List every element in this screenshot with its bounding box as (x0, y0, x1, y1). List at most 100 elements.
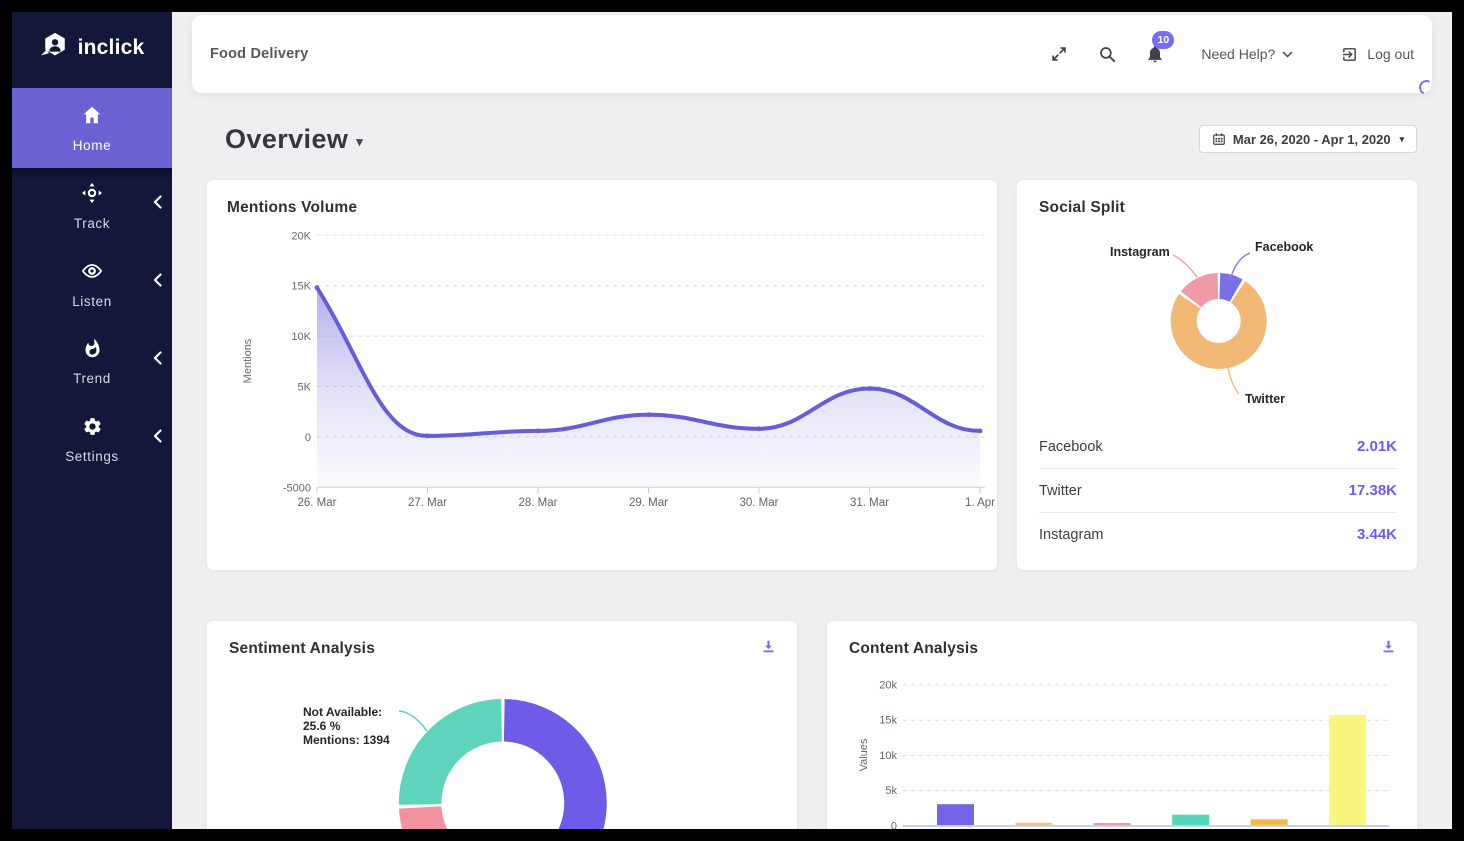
brand: inclick (12, 12, 172, 84)
sentiment-annotation: Not Available: 25.6 % Mentions: 1394 (303, 705, 390, 747)
list-item: Twitter 17.38K (1039, 468, 1397, 512)
date-range-value: Mar 26, 2020 - Apr 1, 2020 (1232, 131, 1391, 147)
mentions-area (317, 287, 980, 488)
home-icon (81, 104, 103, 131)
facebook-leader-line (1230, 252, 1251, 278)
social-split-chart: Facebook Instagram Twitter (1110, 240, 1313, 406)
sidebar-item-settings[interactable]: Settings (12, 402, 172, 480)
content-chart: 20k 15k 10k 5k 0 Values (858, 680, 1389, 830)
download-icon[interactable] (760, 638, 777, 660)
svg-text:Facebook: Facebook (1255, 240, 1313, 254)
date-range-picker[interactable]: Mar 26, 2020 - Apr 1, 2020 ▾ (1199, 125, 1417, 153)
sidebar-item-label: Track (73, 216, 111, 231)
svg-text:20k: 20k (879, 680, 897, 692)
project-name: Food Delivery (210, 46, 309, 62)
content-bars (937, 714, 1366, 826)
main-content: Food Delivery 10 (172, 12, 1452, 829)
card-title: Content Analysis (849, 640, 979, 657)
chevron-left-icon[interactable] (153, 429, 162, 448)
card-title: Sentiment Analysis (229, 640, 376, 657)
logout-icon (1343, 47, 1357, 61)
brand-name: inclick (77, 36, 145, 59)
network-label: Facebook (1039, 438, 1103, 455)
search-icon[interactable] (1098, 45, 1117, 64)
svg-text:0: 0 (891, 821, 897, 830)
caret-down-icon: ▾ (356, 134, 364, 149)
list-item: Facebook 2.01K (1039, 425, 1397, 468)
sentiment-analysis-card: Sentiment Analysis Not Available: 25.6 %… (207, 621, 797, 829)
page-title: Overview (225, 124, 349, 154)
network-value: 2.01K (1356, 438, 1397, 455)
card-title: Social Split (1039, 199, 1125, 216)
listen-icon (80, 260, 104, 287)
svg-text:29. Mar: 29. Mar (629, 497, 668, 509)
instagram-leader-line (1172, 254, 1198, 278)
svg-text:28. Mar: 28. Mar (519, 497, 558, 509)
sidebar-item-label: Listen (72, 294, 112, 309)
sidebar-item-trend[interactable]: Trend (12, 324, 172, 402)
y-axis-label: Mentions (242, 338, 254, 383)
download-icon[interactable] (1380, 638, 1397, 660)
card-title: Mentions Volume (227, 199, 358, 216)
social-segments (1170, 273, 1267, 369)
social-split-list: Facebook 2.01K Twitter 17.38K Instagram … (1039, 425, 1397, 556)
bell-icon (1145, 44, 1165, 64)
svg-text:Instagram: Instagram (1110, 245, 1170, 259)
network-value: 3.44K (1356, 526, 1397, 543)
caret-down-icon: ▾ (1399, 133, 1405, 144)
notifications-bell[interactable]: 10 (1145, 31, 1175, 64)
chevron-down-icon (1282, 51, 1293, 58)
notification-count-badge: 10 (1152, 31, 1175, 49)
svg-text:-5000: -5000 (283, 482, 311, 494)
svg-text:10K: 10K (291, 331, 311, 343)
network-value: 17.38K (1348, 482, 1397, 499)
sentiment-chart (398, 699, 607, 829)
svg-text:27. Mar: 27. Mar (408, 497, 447, 509)
sidebar-item-label: Trend (73, 371, 111, 386)
list-item: Instagram 3.44K (1039, 512, 1397, 556)
mentions-chart: 20K 15K 10K 5K 0 -5000 Mentions 26. Mar … (242, 230, 995, 509)
svg-text:5k: 5k (885, 785, 897, 797)
twitter-leader-line (1227, 367, 1240, 395)
sidebar: inclick Home Track (12, 12, 172, 829)
mentions-markers (314, 285, 983, 439)
chevron-left-icon[interactable] (153, 273, 162, 292)
svg-text:15k: 15k (879, 715, 897, 727)
logout-label: Log out (1367, 46, 1414, 62)
trend-icon (82, 338, 103, 364)
sidebar-item-home[interactable]: Home (12, 88, 172, 168)
sidebar-item-track[interactable]: Track (12, 168, 172, 246)
svg-text:30. Mar: 30. Mar (740, 497, 779, 509)
chevron-left-icon[interactable] (153, 351, 162, 370)
calendar-icon (1213, 133, 1225, 145)
track-icon (81, 182, 103, 209)
settings-icon (82, 416, 103, 442)
svg-text:31. Mar: 31. Mar (850, 497, 889, 509)
inclick-logo-icon (40, 31, 70, 66)
sidebar-item-label: Settings (65, 449, 119, 464)
content-analysis-card: Content Analysis 20k 15k 10k (827, 621, 1417, 829)
top-navbar: Food Delivery 10 (192, 15, 1432, 93)
annotation-leader-line (398, 710, 428, 732)
network-label: Instagram (1039, 526, 1104, 543)
chevron-left-icon[interactable] (153, 195, 162, 214)
sidebar-item-label: Home (72, 138, 112, 153)
svg-text:20K: 20K (291, 230, 311, 242)
network-label: Twitter (1039, 482, 1082, 499)
page-title-dropdown[interactable]: Overview ▾ (225, 124, 363, 155)
svg-text:1. Apr: 1. Apr (965, 497, 995, 509)
social-split-card: Social Split Facebook Instagram Twitter … (1017, 180, 1417, 570)
need-help-label: Need Help? (1201, 46, 1276, 62)
logout-button[interactable]: Log out (1341, 46, 1414, 63)
sidebar-item-listen[interactable]: Listen (12, 246, 172, 324)
svg-text:Twitter: Twitter (1245, 392, 1285, 406)
mentions-volume-card: Mentions Volume (207, 180, 997, 570)
svg-text:10k: 10k (879, 750, 897, 762)
fullscreen-icon[interactable] (1050, 45, 1068, 63)
need-help-menu[interactable]: Need Help? (1201, 46, 1293, 62)
svg-text:15K: 15K (291, 281, 311, 293)
sentiment-segments (398, 699, 607, 829)
y-axis-label: Values (858, 738, 870, 771)
svg-text:26. Mar: 26. Mar (298, 497, 337, 509)
